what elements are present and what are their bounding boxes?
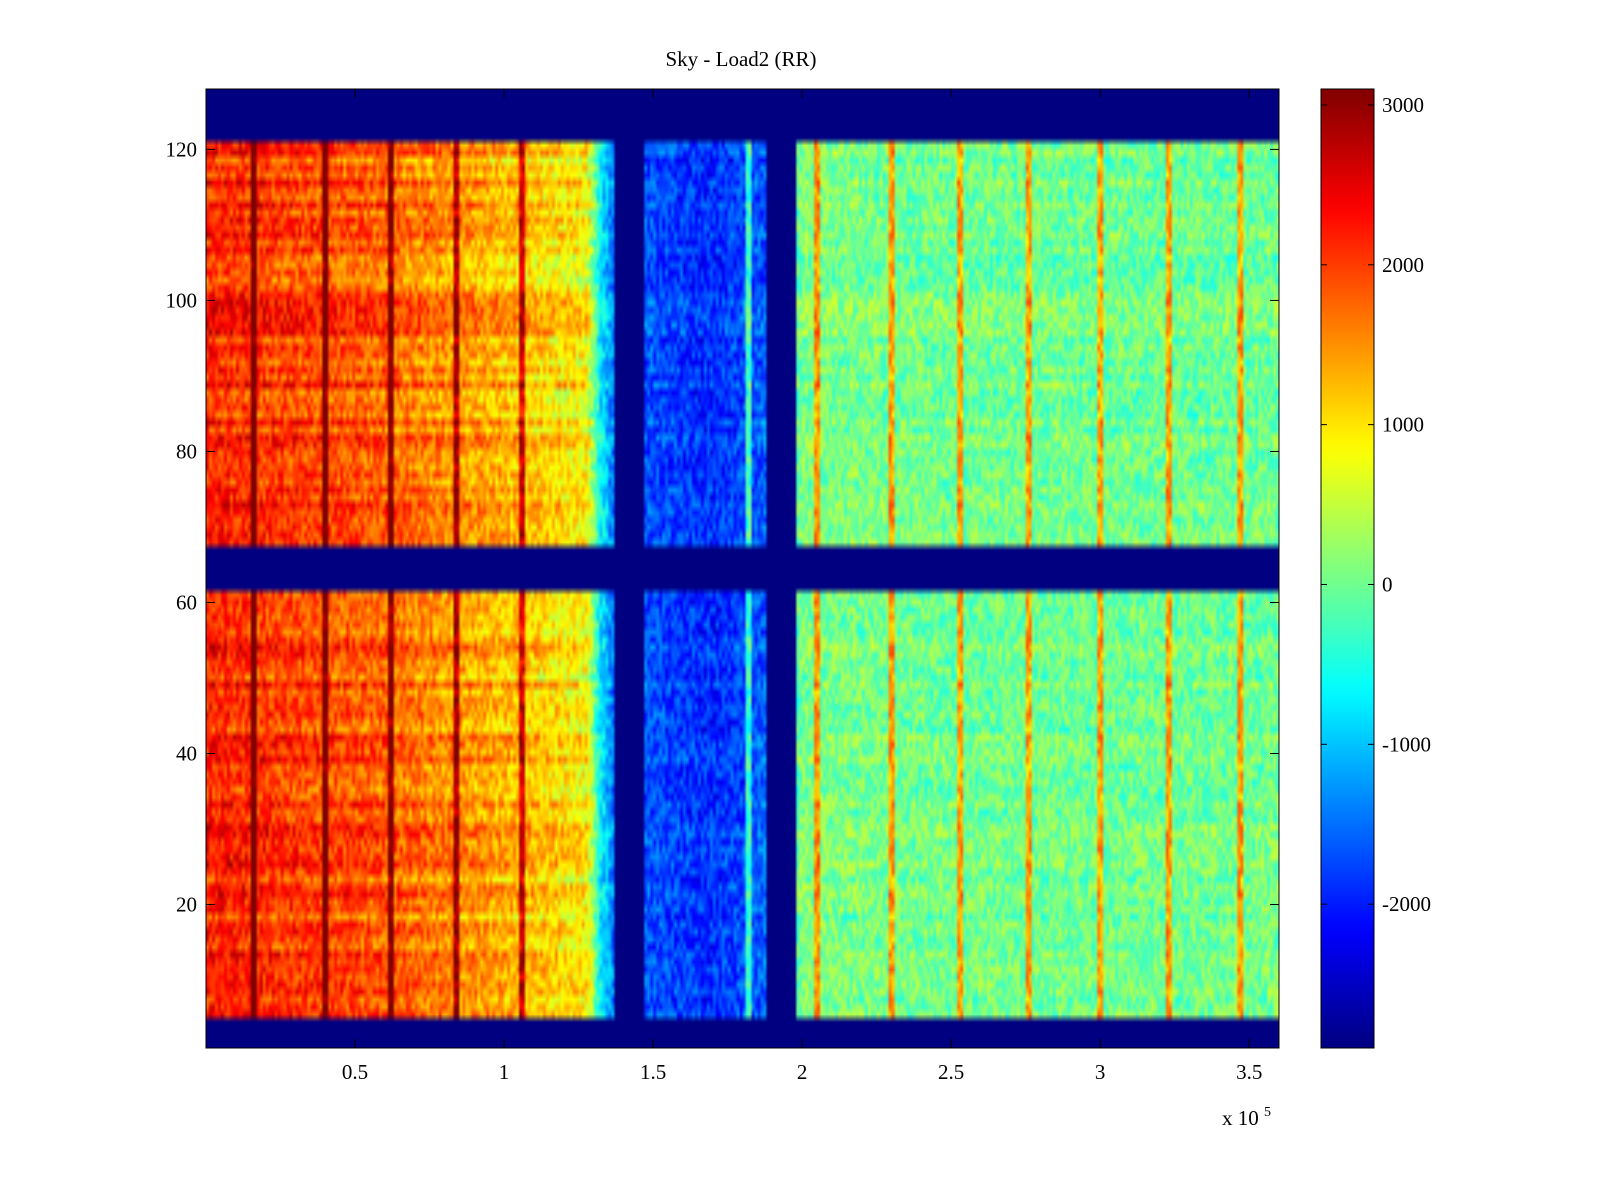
x-tick-label: 2	[797, 1060, 808, 1084]
colorbar-tick-label: 1000	[1382, 413, 1424, 437]
colorbar-frame	[1320, 88, 1375, 1049]
x-axis: 0.5 1 1.5 2 2.5 3 3.5	[342, 89, 1262, 1084]
x-multiplier-exponent: 5	[1264, 1105, 1271, 1120]
colorbar-axis: 3000 2000 1000 0 -1000 -2000	[1321, 93, 1431, 916]
x-multiplier-base: x 10	[1222, 1106, 1259, 1130]
colorbar-tick-label: 0	[1382, 572, 1393, 596]
x-tick-label: 2.5	[938, 1060, 964, 1084]
x-tick-label: 1.5	[640, 1060, 666, 1084]
colorbar-tick-label: -2000	[1382, 892, 1431, 916]
heatmap-plot-area	[206, 89, 1279, 1048]
x-tick-label: 3	[1095, 1060, 1106, 1084]
y-axis: 20 40 60 80 100 120	[166, 137, 1279, 917]
y-tick-label: 120	[166, 137, 198, 161]
colorbar-gradient	[1321, 89, 1374, 1048]
colorbar: 3000 2000 1000 0 -1000 -2000	[1320, 88, 1431, 1049]
y-tick-label: 20	[176, 893, 197, 917]
y-tick-label: 60	[176, 590, 197, 614]
plot-frame	[205, 88, 1280, 1049]
colorbar-tick-label: 2000	[1382, 253, 1424, 277]
x-tick-label: 0.5	[342, 1060, 368, 1084]
heatmap-image	[206, 89, 1279, 1048]
chart-title: Sky - Load2 (RR)	[665, 47, 816, 71]
colorbar-tick-label: -1000	[1382, 732, 1431, 756]
y-tick-label: 80	[176, 439, 197, 463]
colorbar-tick-label: 3000	[1382, 93, 1424, 117]
y-tick-label: 100	[166, 288, 198, 312]
x-tick-label: 1	[499, 1060, 510, 1084]
y-tick-label: 40	[176, 742, 197, 766]
x-axis-multiplier: x 10 5	[1222, 1105, 1271, 1130]
x-tick-label: 3.5	[1236, 1060, 1262, 1084]
